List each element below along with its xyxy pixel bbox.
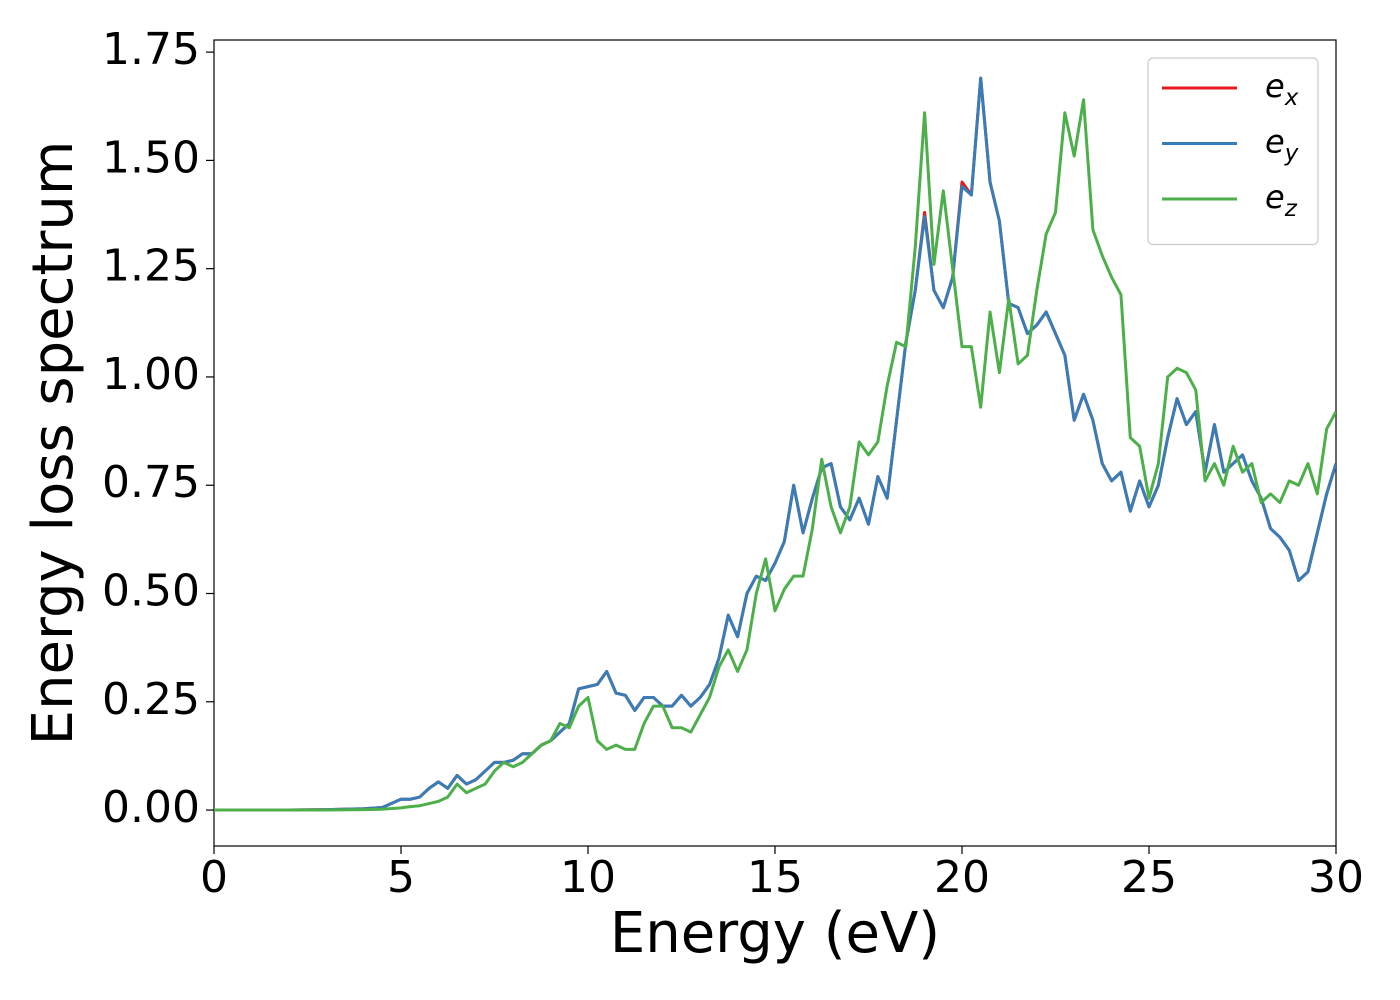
series-line [214, 76, 1336, 812]
x-tick-label: 30 [1308, 852, 1364, 903]
legend-label: ex [1265, 67, 1299, 111]
y-tick-label: 0.75 [102, 457, 200, 508]
x-axis-label: Energy (eV) [610, 901, 940, 966]
y-tick-label: 0.25 [102, 674, 200, 725]
x-tick-label: 0 [200, 852, 228, 903]
y-tick-label: 1.75 [102, 24, 200, 75]
y-tick-label: 0.00 [102, 782, 200, 833]
y-tick-label: 1.00 [102, 349, 200, 400]
legend-label: ey [1265, 123, 1299, 167]
x-tick-label: 5 [387, 852, 415, 903]
x-tick-label: 20 [934, 852, 990, 903]
series-line [214, 98, 1336, 812]
x-tick-label: 15 [747, 852, 803, 903]
y-tick-label: 1.25 [102, 241, 200, 292]
y-axis-label: Energy loss spectrum [21, 141, 86, 746]
y-tick-label: 1.50 [102, 132, 200, 183]
y-tick-label: 0.50 [102, 566, 200, 617]
legend-label: ez [1265, 178, 1298, 222]
x-tick-label: 10 [560, 852, 616, 903]
x-tick-label: 25 [1121, 852, 1177, 903]
